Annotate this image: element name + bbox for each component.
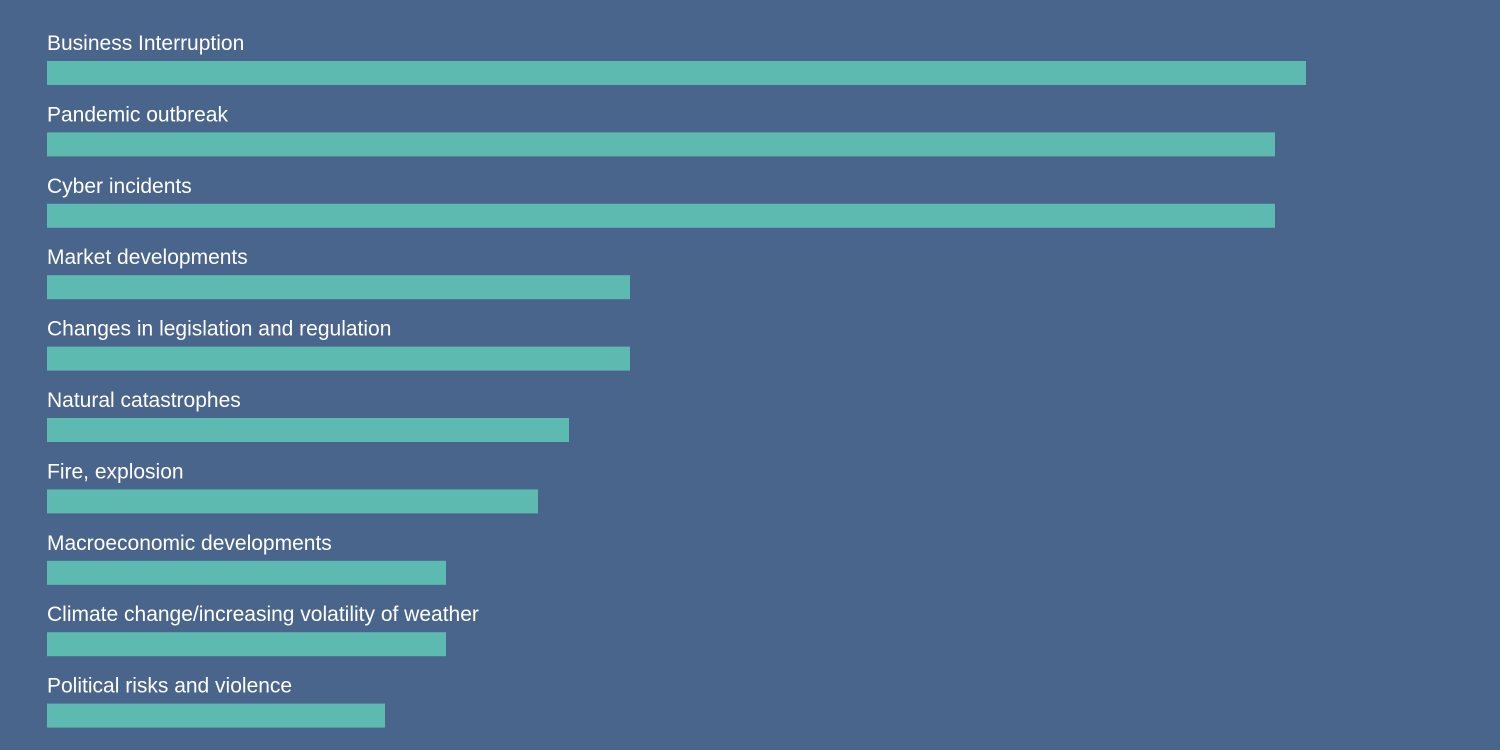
bar	[47, 275, 630, 300]
category-label: Macroeconomic developments	[47, 532, 332, 555]
bar	[47, 61, 1306, 85]
bar	[47, 489, 538, 514]
bars-group: Business Interruption Pandemic outbreak Cy…	[47, 32, 1306, 728]
category-label: Changes in legislation and regulation	[47, 318, 391, 341]
category-label: Political risks and violence	[47, 675, 292, 698]
bar	[47, 346, 630, 371]
category-label: Business Interruption	[47, 32, 244, 55]
category-label: Climate change/increasing volatility of …	[47, 603, 479, 626]
category-label: Cyber incidents	[47, 175, 192, 198]
bar	[47, 703, 385, 728]
bar	[47, 418, 569, 442]
bar	[47, 632, 446, 657]
category-label: Pandemic outbreak	[47, 103, 228, 126]
bar	[47, 203, 1275, 228]
bar	[47, 560, 446, 585]
category-label: Market developments	[47, 246, 248, 269]
category-label: Fire, explosion	[47, 460, 184, 483]
bar	[47, 132, 1275, 157]
category-label: Natural catastrophes	[47, 389, 241, 412]
